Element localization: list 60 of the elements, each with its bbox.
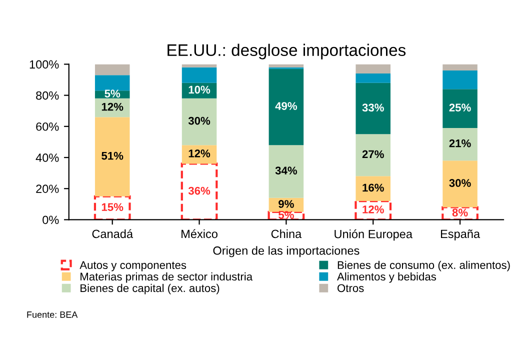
bar	[442, 160, 478, 208]
bar	[442, 89, 478, 128]
bar	[442, 64, 478, 70]
data-label: 36%	[188, 186, 210, 195]
y-tick-label: 20%	[36, 184, 59, 193]
bar	[356, 82, 391, 134]
bar	[268, 64, 304, 68]
data-label: 16%	[362, 184, 384, 192]
data-label: 33%	[362, 104, 384, 112]
x-tick-label: México	[182, 229, 218, 238]
legend-label: Materias primas de sector industria	[80, 272, 253, 283]
data-label: 8%	[452, 208, 468, 216]
legend-label: Alimentos y bebidas	[337, 272, 436, 283]
data-label: 9%	[278, 200, 294, 208]
data-label: 30%	[188, 116, 210, 125]
data-label: 12%	[102, 102, 124, 111]
legend-label: Bienes de capital (ex. autos)	[80, 284, 220, 294]
data-label: 12%	[362, 205, 384, 214]
bar	[268, 145, 304, 198]
bar	[180, 162, 218, 220]
bar	[94, 64, 130, 76]
bar	[182, 67, 217, 83]
bar	[442, 128, 478, 161]
x-tick-label: China	[271, 229, 302, 238]
bar	[94, 117, 130, 196]
data-label: 49%	[275, 102, 298, 110]
x-axis-title: Origen de las importaciones	[213, 246, 360, 258]
bar	[182, 64, 217, 68]
bar	[356, 64, 391, 74]
data-label: 27%	[362, 150, 384, 158]
legend-label: Otros	[338, 284, 364, 292]
data-label: 5%	[104, 90, 120, 98]
bar	[356, 74, 391, 83]
x-tick-label: Unión Europea	[334, 229, 412, 241]
y-tick-label: 40%	[36, 154, 59, 162]
y-tick-label: 80%	[36, 91, 59, 100]
data-label: 21%	[449, 139, 471, 148]
data-label: 30%	[449, 179, 471, 187]
x-tick-label: Canadá	[92, 229, 134, 238]
y-tick-label: 60%	[36, 122, 59, 131]
legend-label: Bienes de consumo (ex. alimentos)	[338, 260, 510, 272]
bar	[356, 176, 391, 202]
data-label: 25%	[449, 104, 471, 112]
y-tick-label: 100%	[30, 60, 59, 69]
bar	[356, 134, 391, 176]
bar	[268, 68, 304, 146]
data-label: 12%	[188, 150, 210, 158]
bar	[442, 70, 478, 90]
data-label: 51%	[102, 152, 124, 160]
bar	[94, 75, 130, 91]
data-label: 34%	[275, 166, 298, 174]
y-tick-label: 0%	[42, 216, 59, 224]
data-label: 10%	[188, 86, 210, 94]
bar	[94, 195, 131, 220]
x-tick-label: España	[440, 230, 480, 240]
data-label: 15%	[102, 203, 124, 212]
source-note: Fuente: BEA	[27, 312, 78, 318]
legend-label: Autos y componentes	[80, 261, 186, 272]
bar	[182, 98, 217, 146]
chart-title: EE.UU.: desglose importaciones	[168, 44, 406, 60]
